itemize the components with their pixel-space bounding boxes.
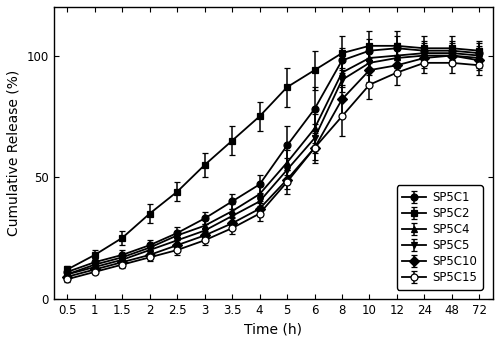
X-axis label: Time (h): Time (h) (244, 322, 302, 336)
Legend: SP5C1, SP5C2, SP5C4, SP5C5, SP5C10, SP5C15: SP5C1, SP5C2, SP5C4, SP5C5, SP5C10, SP5C… (396, 185, 483, 290)
Y-axis label: Cumulative Release (%): Cumulative Release (%) (7, 70, 21, 236)
